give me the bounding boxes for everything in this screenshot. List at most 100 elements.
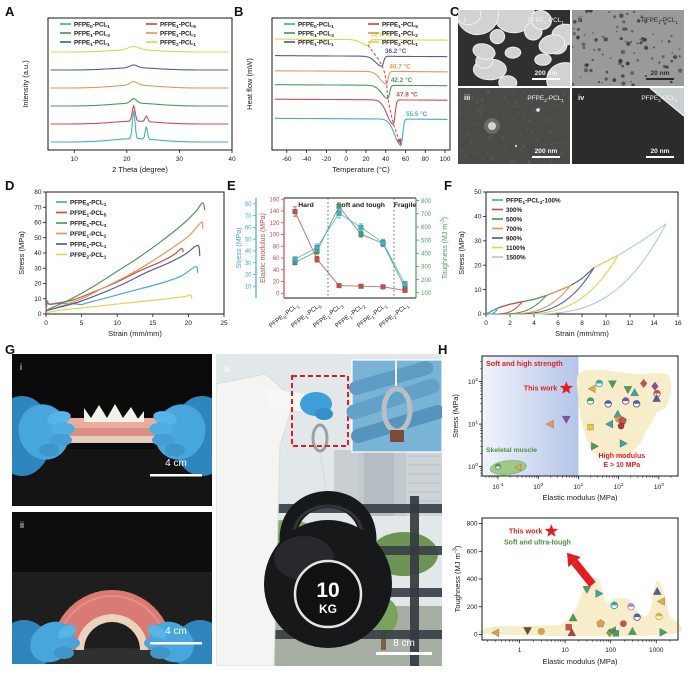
svg-text:20: 20: [185, 320, 193, 327]
legend-item: PFPE1-PCL1: [284, 39, 334, 47]
conventional-materials-region: [477, 577, 683, 637]
legend: PFPE0-PCL1 PFPE1-PCL5 PFPE1-PCL3 PFPE1-PCL2…: [284, 21, 418, 47]
trend-arrow: [567, 552, 581, 567]
h-axes: 10-1 100 101 102 103 100 101 102 Elastic modulus…: [451, 355, 679, 502]
svg-text:2 Theta (degree): 2 Theta (degree): [112, 165, 168, 174]
svg-text:102: 102: [468, 377, 478, 386]
svg-text:ii: ii: [20, 520, 24, 530]
svg-text:50: 50: [474, 189, 482, 196]
svg-text:15: 15: [149, 320, 157, 327]
svg-text:16: 16: [674, 320, 682, 327]
tem-tile-iv: iv PFPE2-PCL1 20 nm: [572, 88, 684, 164]
svg-text:800: 800: [421, 199, 432, 205]
scalebar: [150, 474, 202, 477]
svg-text:PFPE1-PCL3: PFPE1-PCL3: [74, 30, 110, 38]
svg-text:20: 20: [123, 156, 131, 163]
svg-text:10: 10: [602, 320, 610, 327]
tem-tile-i: i PFPE1-PCL1 200 nm: [458, 10, 570, 86]
svg-text:700: 700: [421, 212, 432, 218]
svg-text:10: 10: [71, 156, 79, 163]
svg-text:22.0 °C: 22.0 °C: [371, 31, 393, 39]
scatter-marker: [623, 386, 633, 395]
svg-text:20: 20: [34, 281, 42, 288]
svg-text:50: 50: [34, 235, 42, 242]
panel-f-cyclic-chart: 0 2 4 6 8 10 12 14 16 0 10 20 30 40 50 Strain (mm/mm) St…: [457, 189, 682, 338]
svg-text:Elastic modulus (MPa): Elastic modulus (MPa): [542, 657, 618, 666]
scatter-marker: [565, 624, 572, 631]
legend-item: PFPE2-PCL1: [146, 39, 196, 47]
legend-item: PFPE1-PCL3: [56, 220, 107, 228]
svg-text:101: 101: [573, 482, 583, 491]
h-scatter-points: [494, 378, 662, 472]
scatter-marker: [567, 628, 577, 637]
scatter-marker: [633, 613, 641, 621]
svg-text:30: 30: [474, 238, 482, 245]
cycle-PFPE_{1}-PCL_{3}-100%: [485, 306, 500, 315]
svg-text:100: 100: [605, 647, 616, 654]
legend-item: 300%: [492, 207, 523, 214]
svg-text:80: 80: [273, 244, 280, 250]
xrd-series-2: [50, 98, 229, 107]
svg-text:PFPE1-PCL3-100%: PFPE1-PCL3-100%: [506, 197, 561, 205]
svg-text:PFPE1-PCL5: PFPE1-PCL5: [160, 21, 196, 29]
svg-text:60: 60: [273, 256, 280, 262]
modulus-series: [292, 206, 408, 293]
svg-text:PFPE1-PCL2: PFPE1-PCL2: [160, 30, 196, 38]
legend-item: PFPE0-PCL1: [56, 199, 107, 207]
svg-text:60: 60: [245, 226, 252, 232]
scatter-marker: [652, 586, 662, 595]
carabiner: [311, 423, 329, 453]
legend-item: PFPE1-PCL1: [60, 39, 110, 47]
svg-text:40.7 °C: 40.7 °C: [389, 62, 411, 70]
nitrile-glove: [12, 396, 75, 476]
svg-text:70: 70: [245, 214, 252, 220]
panel-b-dsc-chart: -60 -40 -20 0 20 40 60 80 100 Temperature (°C) Hea…: [245, 17, 451, 174]
svg-text:42.2 °C: 42.2 °C: [391, 76, 413, 84]
dsc-series-3: [275, 70, 448, 85]
svg-text:Intensity (a.u.): Intensity (a.u.): [21, 60, 30, 108]
svg-text:E > 10 MPa: E > 10 MPa: [603, 462, 640, 469]
scatter-marker: [490, 628, 500, 638]
scatter-marker: [610, 601, 619, 610]
svg-text:Fragile: Fragile: [394, 202, 417, 209]
legend-item: 1100%: [492, 245, 526, 252]
nitrile-glove: [300, 392, 333, 420]
svg-text:160: 160: [269, 197, 280, 203]
scatter-marker: [595, 589, 604, 598]
panel-letter-g: G: [5, 342, 16, 357]
legend-item: PFPE1-PCL2: [368, 30, 418, 38]
svg-text:This work: This work: [509, 527, 543, 536]
svg-text:PFPE2-PCL1: PFPE2-PCL1: [527, 95, 564, 104]
svg-text:120: 120: [269, 221, 280, 227]
scatter-marker: [587, 384, 596, 394]
svg-text:PFPE1-PCL5: PFPE1-PCL5: [70, 210, 107, 218]
legend: PFPE0-PCL1 PFPE1-PCL5 PFPE1-PCL3 PFPE1-PCL2…: [56, 199, 107, 260]
panel-h-ashby-chart: 10-1 100 101 102 103 100 101 102 Elastic modulus…: [451, 355, 679, 502]
svg-text:101: 101: [468, 419, 478, 428]
svg-text:0: 0: [344, 156, 348, 163]
svg-text:300%: 300%: [506, 207, 523, 214]
nitrile-glove: [149, 396, 212, 476]
svg-text:20: 20: [474, 262, 482, 269]
svg-text:PFPE1-PCL1: PFPE1-PCL1: [74, 39, 110, 47]
svg-text:1500%: 1500%: [506, 254, 526, 261]
svg-text:Soft and ultra-tough: Soft and ultra-tough: [504, 539, 571, 546]
stress-series: [292, 208, 408, 287]
svg-text:Elastic modulus (MPa): Elastic modulus (MPa): [260, 213, 267, 283]
svg-text:0: 0: [38, 311, 42, 318]
svg-text:20 nm: 20 nm: [650, 70, 669, 77]
svg-text:30: 30: [245, 261, 252, 267]
svg-text:-40: -40: [302, 156, 312, 163]
svg-text:ii: ii: [578, 15, 582, 24]
svg-text:900%: 900%: [506, 235, 523, 242]
svg-text:This work: This work: [524, 384, 558, 393]
svg-text:8 cm: 8 cm: [393, 638, 415, 649]
svg-text:0: 0: [474, 632, 478, 639]
panel-letter-c: C: [450, 4, 460, 19]
panel-letter-d: D: [5, 178, 15, 193]
svg-text:PFPE1-PCL1: PFPE1-PCL1: [641, 17, 678, 26]
svg-text:PFPE0-PCL1: PFPE0-PCL1: [70, 199, 107, 207]
scatter-marker: [591, 441, 600, 451]
svg-text:40: 40: [245, 249, 252, 255]
